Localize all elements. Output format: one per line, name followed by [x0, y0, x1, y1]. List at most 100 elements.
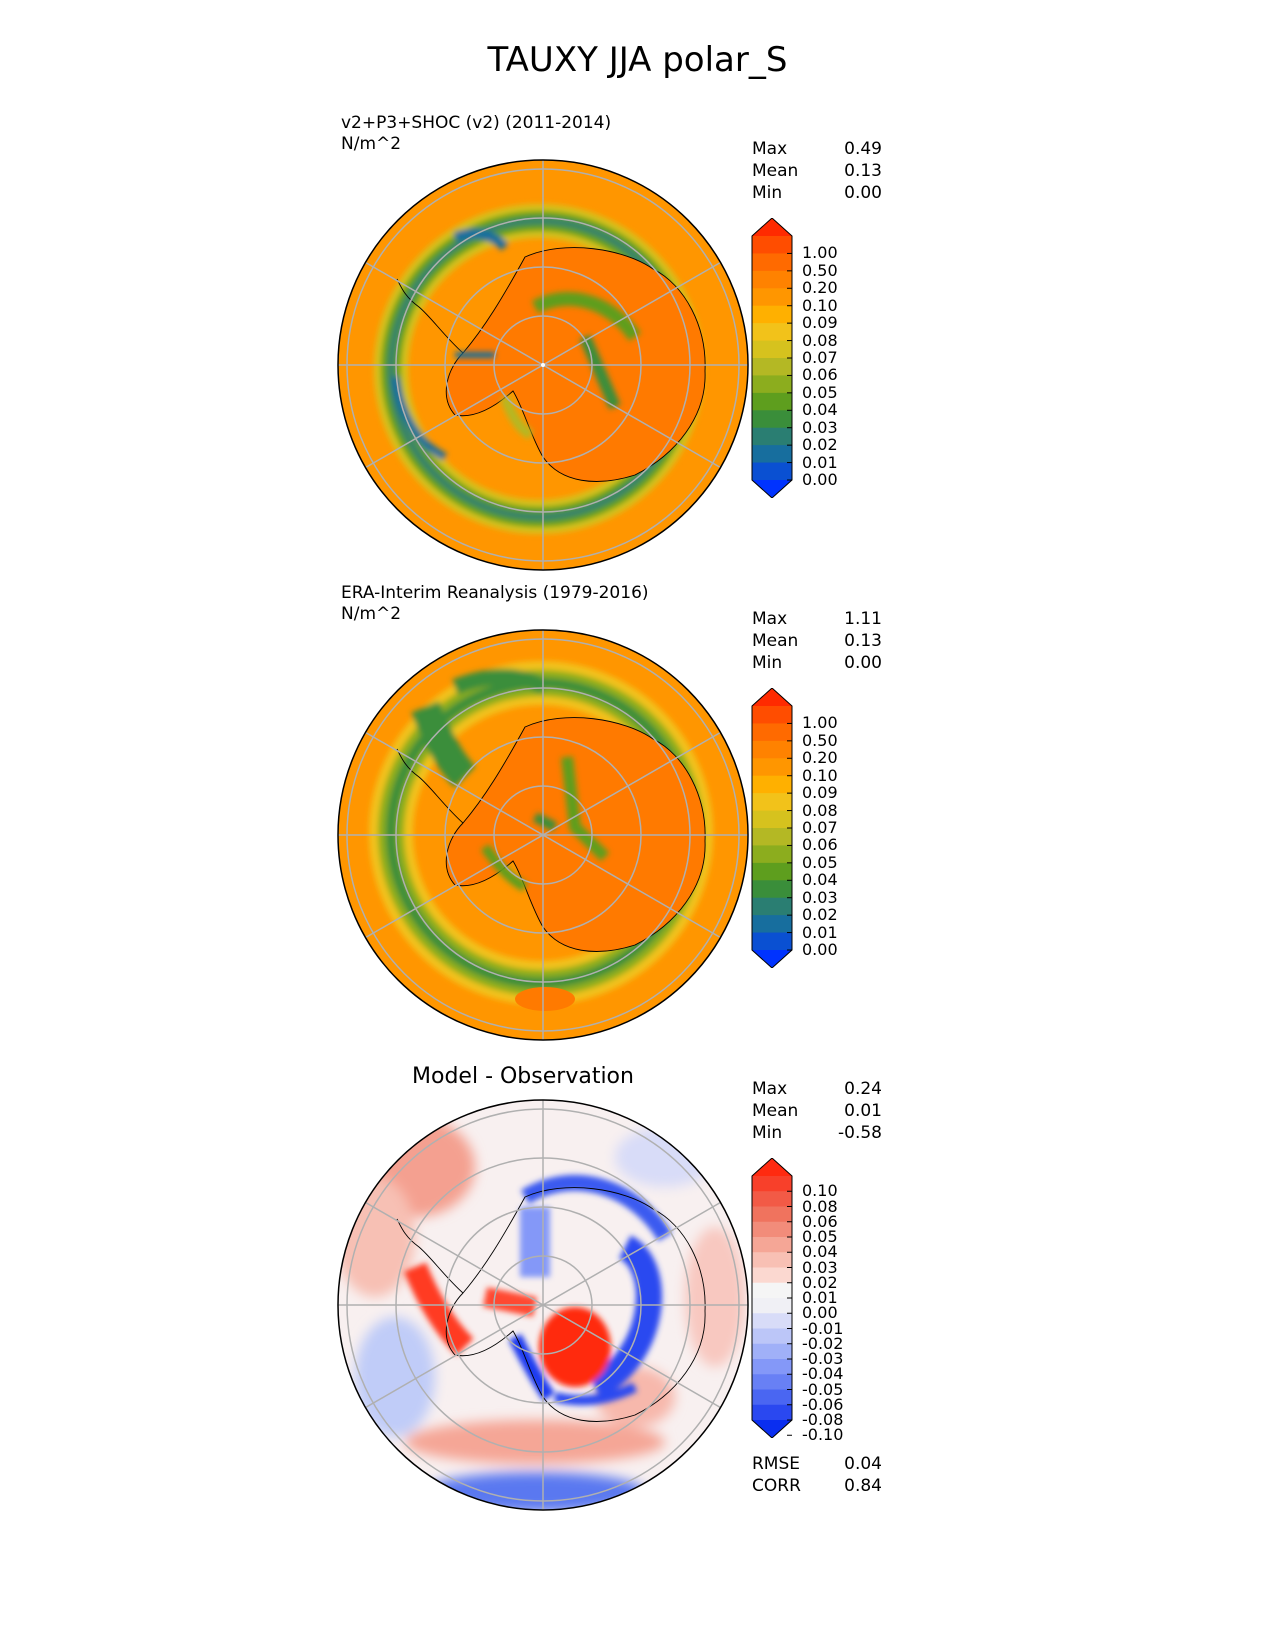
colorbar-tick-label: 0.03: [802, 887, 838, 907]
colorbar-segment: [752, 845, 792, 864]
figure-title: TAUXY JJA polar_S: [487, 40, 788, 80]
stat-row: Min 0.00: [752, 652, 882, 674]
panel-2-title: ERA-Interim Reanalysis (1979-2016): [341, 583, 649, 603]
colorbar-tick-label: 0.06: [802, 365, 838, 385]
colorbar-tick-label: 0.10: [802, 765, 838, 785]
colorbar-tick-label: 0.05: [802, 382, 838, 402]
colorbar-segment: [752, 462, 792, 481]
colorbar-tick-label: 0.07: [802, 348, 838, 367]
colorbar-segment: [752, 1252, 792, 1268]
stat-value: 0.13: [844, 161, 882, 181]
colorbar-segment: [752, 810, 792, 829]
colorbar-tick-label: 0.03: [802, 1257, 838, 1277]
colorbar-segment: [752, 236, 792, 254]
colorbar-tick-label: 0.00: [802, 940, 838, 959]
coastal-difference: [403, 1175, 672, 1406]
colorbar-segment: [752, 288, 792, 307]
colorbar-segment: [752, 758, 792, 777]
colorbar-segment: [752, 340, 792, 359]
colorbar-tick-label: 0.05: [802, 852, 838, 872]
panel-3-polar-map: [337, 1099, 749, 1511]
colorbar-segment: [752, 305, 792, 324]
colorbar-tick-label: -0.03: [802, 1349, 844, 1368]
colorbar-tick-label: 0.09: [802, 313, 838, 333]
colorbar-extend-min: [752, 480, 792, 498]
colorbar-segment: [752, 775, 792, 794]
colorbar-tick-label: 0.05: [802, 1227, 838, 1246]
colorbar-segment: [752, 740, 792, 759]
colorbar-segment: [752, 1191, 792, 1207]
colorbar-tick-label: 0.00: [802, 1303, 838, 1323]
colorbar-segment: [752, 723, 792, 742]
stat-label: Max: [752, 609, 788, 629]
colorbar-tick-label: 0.04: [802, 1242, 838, 1262]
colorbar-segment: [752, 915, 792, 934]
colorbar-tick-label: 0.08: [802, 1196, 838, 1216]
colorbar-tick-label: 0.00: [802, 470, 838, 489]
colorbar-tick-label: -0.04: [802, 1364, 844, 1384]
colorbar-tick-label: -0.02: [802, 1333, 844, 1353]
colorbar-tick-label: 0.08: [802, 330, 838, 350]
colorbar-segment: [752, 1359, 792, 1375]
colorbar-tick-label: 1.00: [802, 243, 838, 263]
metric-row: RMSE 0.04: [752, 1453, 882, 1475]
colorbar-tick-label: -0.08: [802, 1410, 844, 1429]
colorbar-tick-label: 0.01: [802, 452, 838, 472]
colorbar-segment: [752, 427, 792, 446]
colorbar-tick-label: 0.07: [802, 818, 838, 837]
stat-value: 0.00: [844, 183, 882, 203]
colorbar-segment: [752, 1176, 792, 1192]
colorbar-segment: [752, 828, 792, 846]
colorbar-segment: [752, 392, 792, 411]
stat-row: Mean 0.13: [752, 160, 882, 182]
colorbar-tick-label: 0.06: [802, 1211, 838, 1231]
colorbar-segment: [752, 410, 792, 429]
stat-label: Mean: [752, 1101, 799, 1121]
colorbar-tick-label: -0.05: [802, 1379, 844, 1399]
stat-value: 0.13: [844, 631, 882, 651]
colorbar-tick-label: -0.01: [802, 1318, 844, 1338]
colorbar-segment: [752, 375, 792, 394]
panel-2-units: N/m^2: [341, 604, 402, 624]
stat-row: Mean 0.01: [752, 1100, 882, 1122]
colorbar-tick-label: 0.20: [802, 278, 838, 298]
stat-label: Max: [752, 1079, 788, 1099]
panel-1-colorbar: [751, 218, 793, 498]
colorbar-segment: [752, 1237, 792, 1253]
metric-value: 0.04: [844, 1454, 882, 1474]
panel-3-title: Model - Observation: [412, 1064, 634, 1089]
colorbar-tick-label: 0.04: [802, 870, 838, 890]
colorbar-segment: [752, 1389, 792, 1406]
colorbar-tick-label: 0.02: [802, 1272, 838, 1292]
colorbar-tick-label: 0.10: [802, 295, 838, 315]
graticule: [338, 1100, 748, 1510]
stat-label: Min: [752, 183, 783, 203]
colorbar-extend-min: [752, 1420, 792, 1438]
colorbar-extend-max: [752, 218, 792, 236]
metric-value: 0.84: [844, 1476, 882, 1496]
colorbar-tick-label: 0.01: [802, 922, 838, 942]
colorbar-tick-label: 0.20: [802, 748, 838, 768]
graticule: [338, 630, 748, 1040]
colorbar-segment: [752, 1298, 792, 1314]
panel-1-title: v2+P3+SHOC (v2) (2011-2014): [341, 113, 612, 133]
colorbar-extend-max: [752, 1158, 792, 1176]
stat-value: 0.01: [844, 1101, 882, 1121]
colorbar-segment: [752, 1343, 792, 1360]
interior-low-bands: [480, 756, 610, 892]
colorbar-segment: [752, 897, 792, 916]
colorbar-segment: [752, 1206, 792, 1223]
panel-1-units: N/m^2: [341, 134, 402, 154]
colorbar-segment: [752, 445, 792, 464]
colorbar-tick-label: 0.02: [802, 435, 838, 455]
colorbar-tick-label: 0.09: [802, 783, 838, 803]
panel-2-polar-map: [337, 629, 749, 1041]
stat-row: Max 0.49: [752, 138, 882, 160]
stat-value: 0.24: [844, 1079, 882, 1099]
colorbar-segment: [752, 793, 792, 812]
metric-row: CORR 0.84: [752, 1475, 882, 1497]
colorbar-segment: [752, 1313, 792, 1329]
colorbar-tick-label: 0.08: [802, 800, 838, 820]
colorbar-tick-label: 1.00: [802, 713, 838, 733]
colorbar-tick-label: 0.10: [802, 1181, 838, 1201]
